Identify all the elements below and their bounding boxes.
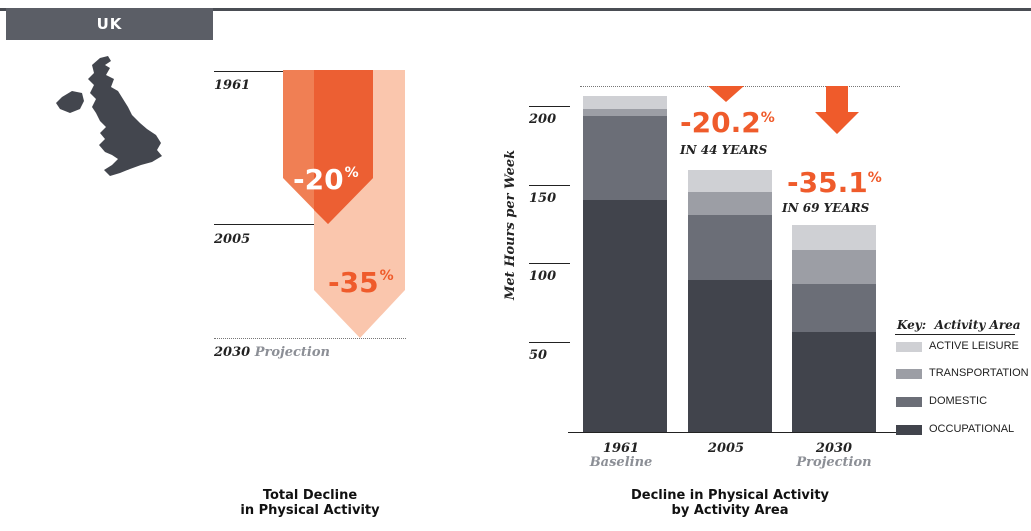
- bar-1961-occupational: [583, 199, 667, 432]
- header-rule: [0, 8, 1031, 11]
- legend-label-transportation: TRANSPORTATION: [929, 367, 1029, 379]
- region-tab[interactable]: UK: [6, 8, 213, 40]
- rule-2005: [214, 224, 374, 225]
- x-label-1961: 1961 Baseline: [589, 441, 653, 470]
- legend-title: Key: Activity Area: [897, 318, 1021, 332]
- bar-2030-active-leisure: [792, 224, 876, 250]
- decline-2030-value: -35%: [328, 266, 394, 299]
- legend-label-occupational: OCCUPATIONAL: [929, 423, 1015, 435]
- y-tick-label-50: 50: [529, 347, 548, 363]
- y-axis-title: Met Hours per Week: [503, 149, 518, 300]
- annot-2005-note: IN 44 YEARS: [680, 143, 768, 157]
- bar-2030-domestic: [792, 284, 876, 332]
- decline-2005-value: -20%: [293, 163, 359, 196]
- y-tick-label-150: 150: [529, 190, 557, 206]
- legend-swatch-occupational: [896, 425, 922, 435]
- legend-swatch-active-leisure: [896, 342, 922, 352]
- legend-label-domestic: DOMESTIC: [929, 395, 988, 407]
- y-tick-rule-100: [529, 263, 570, 264]
- legend-swatch-transportation: [896, 369, 922, 379]
- y-tick-rule-150: [529, 184, 570, 186]
- rule-1961: [214, 71, 284, 72]
- bar-1961-domestic: [583, 116, 667, 200]
- x-label-2030: 2030 Projection: [796, 441, 872, 470]
- bar-2005-domestic: [688, 215, 772, 280]
- y-tick-label-100: 100: [529, 269, 557, 284]
- bar-2005-occupational: [688, 279, 772, 432]
- legend-rule: [895, 334, 1015, 335]
- right-caption: Decline in Physical Activity by Activity…: [630, 488, 830, 518]
- uk-map-icon: [56, 56, 162, 176]
- bar-1961-active-leisure: [583, 96, 667, 109]
- legend-swatch-domestic: [896, 397, 922, 407]
- arrow-2030-icon: [815, 86, 859, 134]
- x-label-2005: 2005: [707, 441, 745, 456]
- bar-2030-occupational: [792, 331, 876, 432]
- bar-2005-active-leisure: [688, 169, 772, 192]
- y-tick-rule-50: [529, 341, 570, 343]
- y-tick-label-200: 200: [529, 112, 557, 127]
- x-axis-rule: [568, 432, 898, 433]
- total-decline-arrows: [283, 70, 405, 338]
- bar-1961-transportation: [583, 108, 667, 117]
- annot-2030-note: IN 69 YEARS: [782, 201, 870, 215]
- arrow-2005-icon: [708, 86, 744, 102]
- year-2005-label: 2005: [214, 232, 251, 247]
- decline-2005-arrow-shade: [314, 70, 373, 224]
- annot-2005-value: -20.2%: [680, 106, 775, 139]
- y-tick-rule-200: [529, 106, 570, 107]
- year-1961-label: 1961: [214, 78, 251, 93]
- bar-2005-transportation: [688, 191, 772, 216]
- legend-label-active-leisure: ACTIVE LEISURE: [929, 340, 1019, 352]
- bar-2030-transportation: [792, 249, 876, 285]
- annot-2030-value: -35.1%: [787, 166, 882, 199]
- left-caption: Total Decline in Physical Activity: [240, 488, 380, 518]
- year-2030-label: 2030 Projection: [214, 345, 330, 360]
- rule-2030: [214, 338, 406, 339]
- projection-label: Projection: [254, 345, 330, 360]
